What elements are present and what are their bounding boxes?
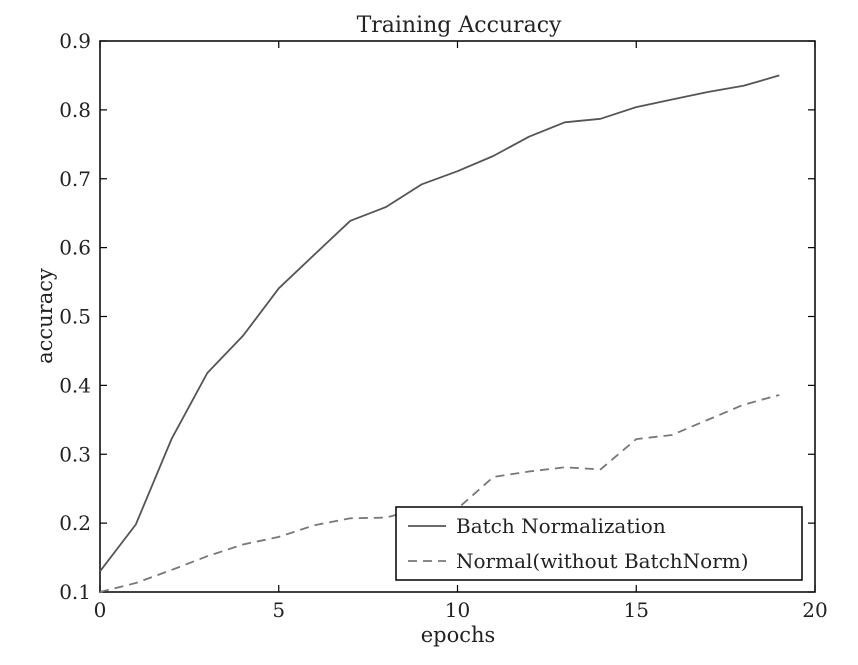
plot-frame [99,40,816,593]
x-tick-label-5: 5 [272,598,285,622]
legend-label-normal-without-batchnorm: Normal(without BatchNorm) [456,549,749,573]
y-tick-label-0.5: 0.5 [59,305,91,329]
series-line-0 [99,74,780,572]
legend-label-batch-normalization: Batch Normalization [456,514,666,538]
y-axis-ticks: 0.1 0.2 0.3 0.4 0.5 0.6 0.7 0.8 0.9 [59,29,815,604]
y-axis-label: accuracy [33,268,57,364]
y-tick-label-0.4: 0.4 [59,373,91,397]
x-axis-ticks: 0 5 10 15 20 [94,41,828,622]
y-tick-label-0.8: 0.8 [59,98,91,122]
x-axis-label: epochs [421,623,496,647]
y-tick-label-0.6: 0.6 [59,236,91,260]
x-tick-label-10: 10 [445,598,470,622]
y-tick-label-0.1: 0.1 [59,580,91,604]
x-tick-label-20: 20 [802,598,827,622]
plot-area: 0 5 10 15 20 0.1 0.2 0.3 0.4 0.5 0.6 0.7 0.8 0.9 [59,29,828,622]
y-tick-label-0.3: 0.3 [59,442,91,466]
x-tick-label-15: 15 [624,598,649,622]
y-tick-label-0.7: 0.7 [59,167,91,191]
y-tick-label-0.2: 0.2 [59,511,91,535]
chart-title: Training Accuracy [357,13,562,38]
y-tick-label-0.9: 0.9 [59,29,91,53]
legend: Batch Normalization Normal(without Batch… [395,506,803,581]
x-tick-label-0: 0 [94,598,107,622]
legend-box [395,506,803,581]
